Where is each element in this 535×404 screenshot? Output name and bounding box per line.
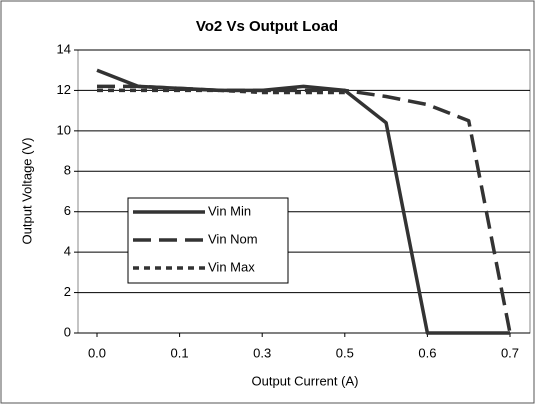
y-tick-label: 0 [64, 324, 71, 339]
y-tick-label: 2 [64, 284, 71, 299]
y-axis-label: Output Voltage (V) [19, 138, 34, 245]
x-tick-label: 0.5 [336, 345, 354, 360]
x-tick-label: 0.1 [171, 345, 189, 360]
y-tick-label: 4 [64, 244, 71, 259]
legend-label: Vin Min [208, 203, 251, 218]
plot-area [77, 49, 531, 334]
x-tick-label: 0.7 [501, 345, 519, 360]
legend-label: Vin Max [208, 259, 255, 274]
series-line [97, 88, 345, 95]
y-tick-label: 8 [64, 163, 71, 178]
y-tick-label: 14 [57, 41, 71, 56]
x-tick-label: 0.0 [88, 345, 106, 360]
chart-title: Vo2 Vs Output Load [196, 18, 338, 35]
x-tick-label: 0.6 [418, 345, 436, 360]
y-tick-label: 6 [64, 203, 71, 218]
x-tick-label: 0.3 [253, 345, 271, 360]
series-line [97, 84, 512, 334]
x-axis-label: Output Current (A) [252, 373, 359, 388]
y-tick-label: 12 [57, 82, 71, 97]
y-tick-label: 10 [57, 122, 71, 137]
legend-label: Vin Nom [208, 231, 258, 246]
